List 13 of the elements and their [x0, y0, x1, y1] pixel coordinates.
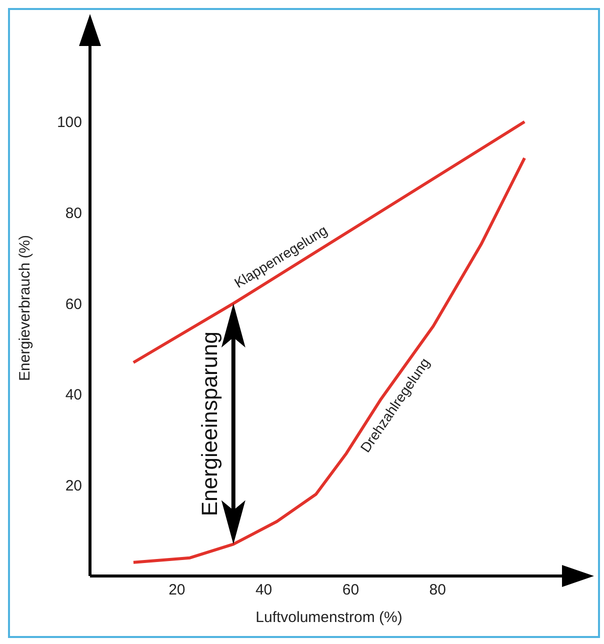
line-series: [132, 156, 526, 564]
x-axis-title: Luftvolumenstrom (%): [256, 609, 402, 626]
x-tick-label: 60: [342, 582, 360, 599]
y-tick-label: 60: [65, 296, 82, 313]
annotation: Energieeinsparung: [197, 331, 222, 516]
y-tick-label: 100: [56, 114, 82, 132]
x-tick-label: 20: [168, 582, 186, 599]
x-tick-label: 40: [255, 582, 272, 599]
y-tick-label: 20: [65, 477, 82, 494]
y-tick-label: 40: [65, 386, 82, 404]
y-tick-label: 80: [65, 204, 82, 222]
y-axis-title: Energieverbrauch (%): [16, 235, 34, 381]
x-tick-label: 80: [429, 582, 446, 599]
